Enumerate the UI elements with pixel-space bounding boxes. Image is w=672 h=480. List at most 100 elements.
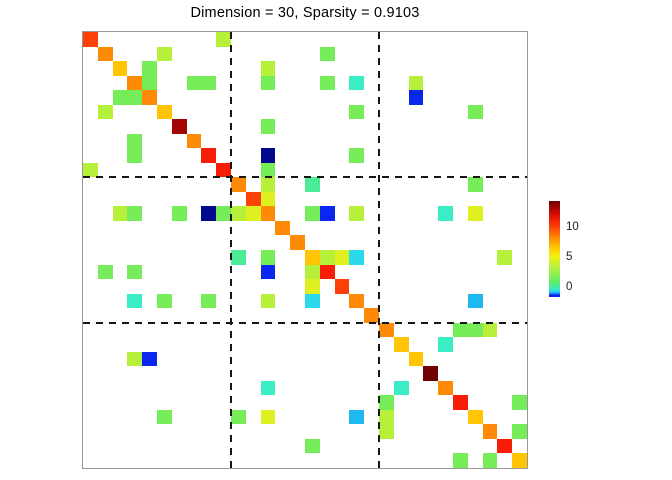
matrix-cell (378, 322, 394, 338)
matrix-cell (201, 75, 217, 91)
matrix-cell (260, 191, 276, 207)
matrix-cell (453, 395, 468, 410)
matrix-cell (408, 351, 424, 367)
matrix-cell (127, 206, 143, 221)
matrix-cell (305, 264, 320, 280)
matrix-cell (349, 104, 365, 120)
matrix-cell (408, 75, 424, 91)
matrix-cell (142, 351, 157, 367)
matrix-cell (467, 206, 483, 221)
matrix-cell (438, 206, 453, 221)
matrix-cell (260, 293, 276, 309)
colorbar-tick-label: 10 (566, 220, 579, 233)
matrix-cell (319, 46, 335, 62)
matrix-cell (467, 104, 483, 120)
matrix-cell (334, 250, 350, 265)
matrix-cell (438, 337, 453, 352)
matrix-cell (467, 409, 483, 425)
matrix-cell (171, 206, 187, 221)
matrix-cell (142, 90, 157, 105)
matrix-cell (290, 235, 305, 250)
matrix-cell (467, 322, 483, 338)
matrix-cell (349, 206, 365, 221)
matrix-cell (275, 220, 291, 236)
matrix-cell (334, 279, 350, 294)
matrix-cell (305, 206, 320, 221)
colorbar-tick-label: 5 (566, 251, 573, 264)
matrix-cell (112, 206, 128, 221)
matrix-cell (482, 453, 498, 468)
matrix-cell (127, 90, 143, 105)
matrix-cell (230, 250, 246, 265)
chart-title: Dimension = 30, Sparsity = 0.9103 (190, 5, 420, 21)
matrix-cell (378, 395, 394, 410)
matrix-cell (453, 453, 468, 468)
matrix-cell (260, 264, 276, 280)
matrix-cell (260, 409, 276, 425)
matrix-cell (512, 395, 527, 410)
matrix-cell (142, 61, 157, 76)
heatmap-plot (82, 31, 528, 469)
matrix-cell (186, 133, 202, 149)
matrix-cell (127, 351, 143, 367)
matrix-cell (423, 366, 439, 381)
matrix-cell (305, 293, 320, 309)
matrix-cell (97, 264, 113, 280)
matrix-cell (497, 250, 513, 265)
matrix-cell (512, 424, 527, 439)
matrix-cell (497, 438, 513, 454)
matrix-cell (408, 90, 424, 105)
block-divider-vertical-1 (229, 32, 232, 468)
matrix-cell (378, 409, 394, 425)
matrix-cell (349, 409, 365, 425)
matrix-cell (171, 119, 187, 134)
matrix-cell (201, 293, 217, 309)
colorbar-tick-label: 0 (566, 280, 573, 293)
block-divider-horizontal-1 (83, 176, 527, 179)
matrix-cell (156, 409, 172, 425)
matrix-cell (453, 322, 468, 338)
matrix-cell (201, 148, 217, 163)
matrix-cell (319, 264, 335, 280)
colorbar: 10 5 0 (549, 201, 579, 297)
matrix-cell (319, 206, 335, 221)
matrix-cell (230, 409, 246, 425)
matrix-cell (260, 206, 276, 221)
matrix-cell (216, 32, 231, 47)
matrix-cell (482, 424, 498, 439)
matrix-cell (393, 380, 409, 396)
matrix-cell (112, 61, 128, 76)
matrix-cell (142, 75, 157, 91)
matrix-cell (127, 148, 143, 163)
matrix-cell (230, 206, 246, 221)
matrix-cell (260, 380, 276, 396)
matrix-cell (97, 46, 113, 62)
matrix-cell (349, 148, 365, 163)
matrix-cell (305, 279, 320, 294)
matrix-cell (305, 250, 320, 265)
matrix-cell (156, 293, 172, 309)
matrix-cell (260, 148, 276, 163)
matrix-cell (349, 75, 365, 91)
matrix-cell (83, 162, 98, 178)
matrix-cell (260, 162, 276, 178)
matrix-cell (305, 438, 320, 454)
matrix-cells-layer (83, 32, 527, 468)
matrix-cell (260, 177, 276, 192)
matrix-cell (127, 133, 143, 149)
matrix-cell (305, 177, 320, 192)
matrix-cell (186, 75, 202, 91)
matrix-cell (127, 75, 143, 91)
matrix-cell (260, 119, 276, 134)
matrix-cell (378, 424, 394, 439)
matrix-cell (393, 337, 409, 352)
matrix-cell (512, 453, 527, 468)
matrix-cell (467, 293, 483, 309)
matrix-cell (319, 250, 335, 265)
matrix-cell (230, 177, 246, 192)
matrix-cell (260, 75, 276, 91)
matrix-cell (364, 308, 379, 323)
matrix-cell (438, 380, 453, 396)
matrix-cell (156, 104, 172, 120)
